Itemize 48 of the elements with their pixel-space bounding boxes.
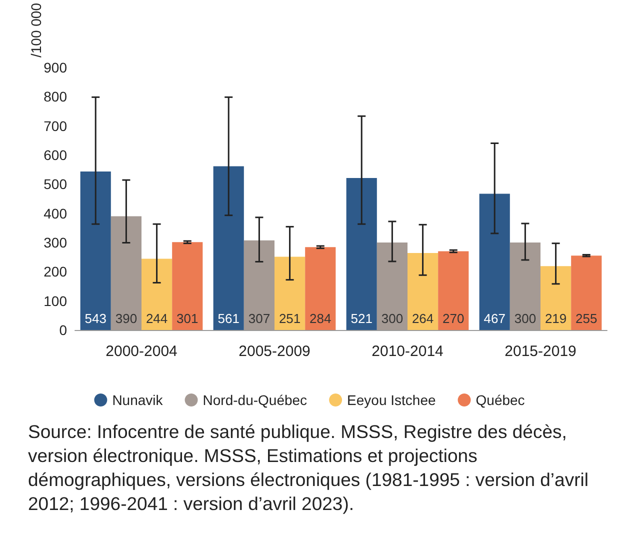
- y-tick-label: 200: [44, 264, 68, 280]
- data-label: 521: [350, 311, 372, 326]
- bar: [346, 178, 377, 330]
- y-tick-label: 400: [44, 205, 68, 222]
- y-tick-label: 900: [44, 59, 68, 76]
- data-label: 301: [176, 311, 198, 326]
- bar: [438, 251, 469, 330]
- bar: [571, 256, 602, 330]
- bar: [305, 247, 336, 330]
- bar: [80, 172, 111, 330]
- legend-label: Nunavik: [112, 392, 164, 408]
- bar: [540, 266, 572, 330]
- y-tick-label: 800: [44, 88, 68, 105]
- x-tick-label: 2010-2014: [372, 343, 444, 360]
- data-label: 543: [84, 311, 106, 326]
- legend-label: Nord-du-Québec: [202, 392, 308, 408]
- data-label: 270: [442, 311, 464, 326]
- x-tick-label: 2005-2009: [238, 343, 310, 360]
- y-axis-title: /100 000: [28, 2, 44, 58]
- data-label: 561: [218, 311, 240, 326]
- y-tick-label: 300: [44, 234, 68, 250]
- y-tick-label: 500: [44, 176, 68, 192]
- bar: [274, 256, 306, 330]
- data-label: 284: [310, 311, 332, 326]
- data-label: 255: [576, 311, 598, 326]
- y-tick-label: 0: [59, 322, 68, 338]
- bar: [213, 166, 244, 330]
- data-label: 467: [484, 311, 506, 326]
- data-label: 219: [544, 311, 567, 326]
- source-note: Source: Infocentre de santé publique. MSSS, Registre des décès, version électronique. MSSS, Estimations et projections démographiques, versions électroniques (1981-1995 : version d’avril 2012; 1996-2041 : version d’avril 2023).: [28, 420, 590, 516]
- data-label: 300: [514, 311, 536, 326]
- legend-label: Eeyou Istchee: [347, 392, 436, 408]
- x-tick-label: 2015-2019: [504, 343, 576, 360]
- bar: [479, 194, 510, 330]
- data-label: 300: [381, 311, 404, 326]
- bar: [142, 258, 172, 330]
- data-label: 307: [248, 311, 270, 326]
- x-tick-label: 2000-2004: [106, 343, 178, 360]
- data-label: 390: [115, 311, 138, 326]
- bar: [408, 252, 438, 330]
- y-tick-label: 600: [44, 146, 68, 163]
- bar: [172, 242, 203, 330]
- data-label: 264: [412, 311, 434, 326]
- legend-label: Québec: [476, 392, 525, 408]
- data-label: 244: [146, 311, 168, 326]
- data-label: 251: [278, 311, 301, 326]
- y-tick-label: 100: [44, 292, 68, 309]
- y-tick-label: 700: [44, 118, 68, 134]
